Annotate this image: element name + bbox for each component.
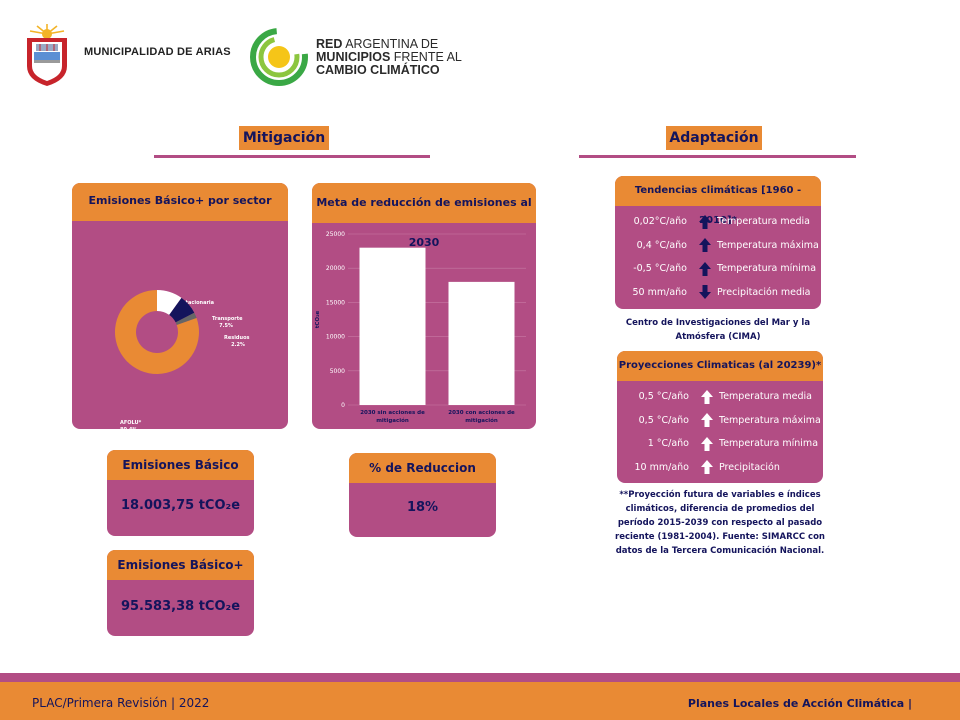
pie-pct-3: 80.4% — [120, 427, 137, 429]
kpi-reduccion: % de Reduccion 18% — [349, 453, 496, 537]
climate-trends-card: Tendencias climáticas [1960 - 2010]* 0,0… — [615, 176, 821, 309]
projection-value-2: 1 °C/año — [647, 438, 689, 450]
trend-value-2: -0,5 °C/año — [633, 263, 687, 275]
kpi-emisiones-basico: Emisiones Básico 18.003,75 tCO₂e — [107, 450, 254, 536]
network-name: RED ARGENTINA DE MUNICIPIOS FRENTE AL CA… — [316, 38, 462, 77]
bar-ytick-1: 5000 — [330, 368, 345, 375]
network-line3: CAMBIO CLIMÁTICO — [316, 63, 440, 77]
arrow-up-icon — [693, 261, 717, 276]
reduction-bar-chart: 0 5000 10000 15000 20000 25000 tCO₂e 2030 sin a… — [315, 231, 526, 424]
climate-trends-list: 0,02°C/año Temperatura media 0,4 °C/año Tem… — [615, 206, 821, 304]
arrow-up-icon — [695, 413, 719, 428]
bar-ytick-4: 20000 — [326, 265, 345, 272]
trend-row-2: -0,5 °C/año Temperatura mínima — [615, 257, 821, 281]
network-line2-rest: FRENTE AL — [390, 50, 462, 64]
mitigation-divider — [154, 155, 430, 158]
climate-projections-title: Proyecciones Climaticas (al 20239)* — [617, 351, 823, 381]
projection-label-3: Precipitación — [719, 461, 780, 473]
bar-category-0-1: mitigación — [376, 417, 409, 424]
kpi-basicoplus-value: 95.583,38 tCO₂e — [120, 599, 241, 614]
projection-row-1: 0,5 °C/año Temperatura máxima — [617, 409, 823, 433]
projection-value-1: 0,5 °C/año — [638, 414, 689, 426]
municipality-name: MUNICIPALIDAD DE ARIAS — [84, 46, 231, 58]
kpi-emisiones-basico-plus: Emisiones Básico+ 95.583,38 tCO₂e — [107, 550, 254, 636]
climate-trends-title: Tendencias climáticas [1960 - 2010]* — [615, 176, 821, 226]
kpi-reduction-value: 18% — [406, 500, 439, 515]
projection-label-0: Temperatura media — [719, 391, 812, 403]
arrow-up-icon — [693, 214, 717, 229]
kpi-basico-value: 18.003,75 tCO₂e — [120, 498, 241, 513]
adaptation-divider — [579, 155, 856, 158]
pie-slice-3 — [115, 290, 199, 374]
trend-row-3: 50 mm/año Precipitación media — [615, 281, 821, 305]
trend-label-0: Temperatura media — [717, 216, 810, 228]
arrow-up-icon — [695, 436, 719, 451]
projection-value-3: 10 mm/año — [634, 461, 689, 473]
network-line1-rest: ARGENTINA DE — [342, 37, 439, 51]
bar-category-1-0: 2030 con acciones de — [448, 410, 515, 416]
footer-band — [0, 673, 960, 682]
sector-pie-chart: Energía Estacionaria9.9%Transporte7.5%Re… — [115, 290, 250, 429]
footer-left-text: PLAC/Primera Revisión | 2022 — [32, 696, 210, 710]
bar-ytick-5: 25000 — [326, 231, 345, 238]
trends-source: Centro de Investigaciones del Mar y la A… — [625, 318, 811, 342]
climate-projections-list: 0,5 °C/año Temperatura media 0,5 °C/año Tem… — [617, 381, 823, 479]
footer-right-text: Planes Locales de Acción Climática | — [687, 697, 912, 710]
trend-row-0: 0,02°C/año Temperatura media — [615, 210, 821, 234]
footer-bar — [0, 682, 960, 720]
pie-chart-title: Emisiones Básico+ por sector — [72, 183, 288, 221]
climate-projections-card: Proyecciones Climaticas (al 20239)* 0,5 … — [617, 351, 823, 483]
mitigation-title: Mitigación — [239, 126, 329, 150]
pie-chart-card: Emisiones Básico+ por sector Energía Est… — [72, 183, 288, 429]
trend-value-0: 0,02°C/año — [633, 216, 687, 228]
kpi-reduction-label: % de Reduccion — [349, 453, 496, 483]
pie-slice-0 — [157, 290, 182, 315]
arrow-up-icon — [695, 389, 719, 404]
pie-label-2: Residuos — [224, 335, 250, 341]
projection-note: **Proyección futura de variables e índic… — [615, 490, 825, 556]
trend-label-1: Temperatura máxima — [717, 239, 819, 251]
adaptation-title: Adaptación — [666, 126, 762, 150]
arrow-down-icon — [693, 285, 717, 300]
bar-0 — [359, 247, 426, 405]
pie-pct-2: 2.2% — [231, 342, 245, 348]
arrow-up-icon — [695, 460, 719, 475]
bar-chart-title: Meta de reducción de emisiones al 2030 — [312, 183, 536, 249]
network-line2-bold: MUNICIPIOS — [316, 50, 391, 64]
bar-category-0-0: 2030 sin acciones de — [360, 410, 425, 416]
kpi-basico-label: Emisiones Básico — [107, 450, 254, 480]
arrow-up-icon — [693, 238, 717, 253]
projection-value-0: 0,5 °C/año — [638, 391, 689, 403]
projection-label-2: Temperatura mínima — [719, 438, 819, 450]
pie-pct-1: 7.5% — [219, 323, 233, 329]
trend-label-3: Precipitación media — [717, 286, 811, 298]
trend-row-1: 0,4 °C/año Temperatura máxima — [615, 234, 821, 258]
projection-row-2: 1 °C/año Temperatura mínima — [617, 432, 823, 456]
pie-slice-2 — [175, 312, 197, 326]
bar-1 — [448, 281, 515, 405]
pie-slice-1 — [169, 297, 195, 323]
municipality-shield-logo — [27, 24, 67, 86]
bar-category-1-1: mitigación — [465, 417, 498, 424]
kpi-basicoplus-label: Emisiones Básico+ — [107, 550, 254, 580]
network-line1-bold: RED — [316, 37, 343, 51]
bar-ylabel: tCO₂e — [315, 310, 321, 328]
projection-row-0: 0,5 °C/año Temperatura media — [617, 385, 823, 409]
projection-row-3: 10 mm/año Precipitación — [617, 456, 823, 480]
bar-ytick-0: 0 — [341, 402, 345, 409]
bar-chart-card: Meta de reducción de emisiones al 2030 0… — [312, 183, 536, 429]
pie-label-1: Transporte — [212, 316, 243, 322]
trend-label-2: Temperatura mínima — [717, 263, 817, 275]
pie-label-3: AFOLU* — [120, 420, 142, 426]
bar-ytick-3: 15000 — [326, 299, 345, 306]
bar-ytick-2: 10000 — [326, 334, 345, 341]
projection-label-1: Temperatura máxima — [719, 414, 821, 426]
red-argentina-logo — [250, 28, 308, 86]
trend-value-1: 0,4 °C/año — [636, 239, 687, 251]
trend-value-3: 50 mm/año — [632, 286, 687, 298]
